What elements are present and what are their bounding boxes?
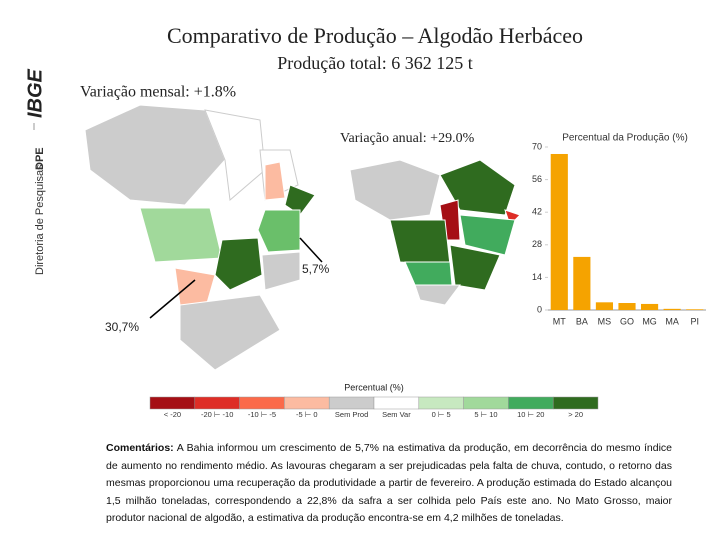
x-tick-label: BA	[576, 316, 588, 326]
legend-swatch	[284, 396, 330, 410]
sidebar-dept: Diretoria de Pesquisas	[34, 164, 46, 275]
bar	[686, 309, 704, 310]
subtitle: Produção total: 6 362 125 t	[277, 53, 472, 73]
legend-swatch	[463, 396, 509, 410]
legend-swatch	[149, 396, 196, 410]
legend-label: Sem Prod	[335, 410, 368, 419]
map-monthly	[84, 104, 316, 371]
sidebar-dept-abbr: DPE	[34, 147, 46, 170]
arrow	[299, 237, 323, 263]
comments: Comentários: A Bahia informou um crescim…	[106, 440, 672, 528]
x-tick-label: MT	[553, 316, 566, 326]
legend: Percentual (%) < -20 -20 ⊢ -10 -10 ⊢ -5 -5 …	[149, 382, 599, 419]
legend-swatch	[508, 396, 554, 410]
legend-swatch	[239, 396, 285, 410]
legend-label: 5 ⊢ 10	[474, 410, 497, 419]
x-tick-label: GO	[620, 316, 634, 326]
chart-title: Percentual da Produção (%)	[562, 133, 688, 144]
legend-swatch	[418, 396, 464, 410]
legend-title: Percentual (%)	[344, 382, 404, 392]
legend-label: < -20	[164, 410, 181, 419]
map-annual	[349, 159, 521, 306]
title: Comparativo de Produção – Algodão Herbác…	[167, 23, 583, 48]
y-tick-label: 14	[532, 272, 542, 282]
legend-label: -10 ⊢ -5	[248, 410, 276, 419]
y-tick-label: 70	[532, 141, 542, 151]
bar-chart: Percentual da Produção (%) 0 14 28 42 56 70 MT…	[532, 133, 706, 326]
y-tick-label: 28	[532, 239, 542, 249]
bar	[573, 256, 591, 310]
bar	[663, 308, 681, 310]
x-tick-label: MG	[642, 316, 657, 326]
sidebar-org: IBGE	[24, 68, 46, 118]
legend-label: 10 ⊢ 20	[517, 410, 544, 419]
comments-label: Comentários:	[106, 442, 174, 454]
arrow	[149, 279, 196, 319]
legend-label: Sem Var	[382, 410, 411, 419]
legend-swatch	[552, 396, 599, 410]
bar	[618, 303, 636, 310]
legend-label: -5 ⊢ 0	[296, 410, 318, 419]
legend-swatch	[194, 396, 240, 410]
legend-swatch	[373, 396, 420, 410]
annotation: 5,7%	[302, 262, 330, 276]
bar	[550, 153, 568, 310]
map-label: Variação anual: +29.0%	[340, 131, 475, 146]
x-tick-label: PI	[690, 316, 699, 326]
y-tick-label: 0	[537, 304, 542, 314]
bar	[640, 303, 659, 310]
y-tick-label: 56	[532, 174, 542, 184]
y-tick-label: 42	[532, 207, 542, 217]
annotation: 30,7%	[105, 320, 139, 334]
comments-text: A Bahia informou um crescimento de 5,7% …	[106, 442, 672, 524]
x-tick-label: MS	[598, 316, 612, 326]
legend-label: > 20	[568, 410, 583, 419]
bar	[595, 302, 614, 310]
legend-label: 0 ⊢ 5	[432, 410, 451, 419]
map-label: Variação mensal: +1.8%	[80, 84, 236, 101]
legend-swatch	[328, 396, 375, 410]
legend-label: -20 ⊢ -10	[201, 410, 233, 419]
x-tick-label: MA	[665, 316, 679, 326]
